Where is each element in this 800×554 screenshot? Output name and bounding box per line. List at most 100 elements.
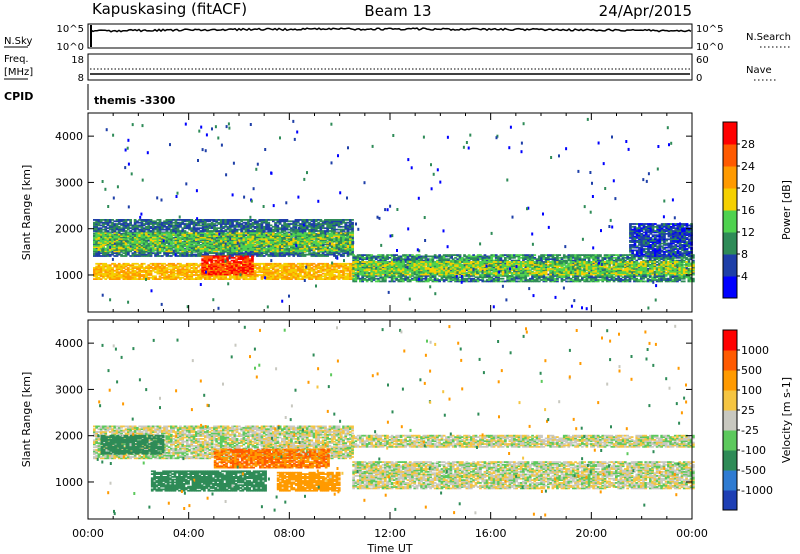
cpid-label: CPID (4, 90, 33, 103)
power-cell (306, 219, 309, 221)
power-cell (333, 244, 336, 246)
power-cell (152, 220, 155, 222)
power-cell (113, 232, 116, 234)
nsearch-label: N.Search (746, 32, 791, 43)
power-cell (211, 242, 214, 244)
power-cell (95, 232, 98, 234)
power-cell (288, 242, 291, 244)
power-cell (313, 266, 316, 268)
power-cell (283, 248, 286, 250)
power-cell (306, 254, 309, 256)
power-cell (236, 275, 239, 277)
power-cell (215, 225, 218, 227)
power-cell (344, 222, 347, 224)
power-cell (100, 238, 103, 240)
power-cell (179, 263, 182, 265)
power-cell (267, 222, 270, 224)
power-cell (197, 242, 200, 244)
power-cell (166, 232, 169, 234)
power-cell (145, 226, 148, 228)
power-cell (197, 264, 200, 266)
power-cell (322, 278, 325, 280)
power-cell (283, 232, 286, 234)
power-cell (277, 263, 280, 265)
power-cell (308, 232, 311, 234)
power-cell (127, 232, 130, 234)
power-cell (186, 232, 189, 234)
power-cell (154, 226, 157, 228)
power-cell (166, 264, 169, 266)
power-cell (274, 219, 277, 221)
power-cell (197, 250, 200, 252)
power-cell (147, 219, 150, 221)
nave-label: Nave (746, 65, 772, 76)
power-cell (231, 219, 234, 221)
power-cell (177, 266, 180, 268)
power-cell (193, 254, 196, 256)
power-cell (218, 230, 221, 232)
power-cell (190, 263, 193, 265)
power-cell (138, 229, 141, 231)
power-cell (134, 232, 137, 234)
power-cell (308, 222, 311, 224)
power-cell (172, 237, 175, 239)
power-cell (186, 223, 189, 225)
power-cell (200, 219, 203, 221)
power-cell (125, 263, 128, 265)
power-cell (145, 232, 148, 234)
power-cell (163, 248, 166, 250)
power-cell (197, 227, 200, 229)
power-cell (351, 222, 354, 224)
power-cell (243, 244, 246, 246)
power-cell (290, 227, 293, 229)
power-cell (295, 219, 298, 221)
power-cell (172, 250, 175, 252)
power-cell (179, 222, 182, 224)
power-cell (215, 227, 218, 229)
freq-panel: Freq. [MHz] 18 8 60 0 Nave (4, 54, 776, 84)
power-cell (263, 219, 266, 221)
power-cell (263, 226, 266, 228)
power-cell (333, 232, 336, 234)
power-cell (277, 225, 280, 227)
power-cell (224, 219, 227, 221)
power-cell (127, 267, 130, 269)
power-cell (243, 222, 246, 224)
power-cell (281, 241, 284, 243)
power-cell (138, 219, 141, 221)
power-cell (179, 230, 182, 232)
power-cell (118, 241, 121, 243)
power-cell (147, 264, 150, 266)
power-cell (306, 225, 309, 227)
power-cell (134, 270, 137, 272)
power-cell (125, 219, 128, 221)
power-cell (154, 252, 157, 254)
power-cell (95, 249, 98, 251)
power-cell (209, 249, 212, 251)
power-cell (179, 237, 182, 239)
power-cell (224, 245, 227, 247)
power-cell (301, 219, 304, 221)
power-cell (120, 245, 123, 247)
power-cell (308, 219, 311, 221)
power-cell (281, 219, 284, 221)
power-cell (218, 222, 221, 224)
power-cell (222, 242, 225, 244)
power-cell (315, 275, 318, 277)
power-cell (270, 232, 273, 234)
power-cell (333, 219, 336, 221)
power-cell (170, 219, 173, 221)
power-cell (154, 220, 157, 222)
power-cell (224, 237, 227, 239)
power-cell (166, 267, 169, 269)
power-cell (113, 270, 116, 272)
power-cell (209, 245, 212, 247)
power-cell (329, 248, 332, 250)
power-cell (190, 219, 193, 221)
power-cell (163, 220, 166, 222)
power-cell (163, 237, 166, 239)
power-cell (172, 245, 175, 247)
power-cell (254, 250, 257, 252)
power-cell (224, 275, 227, 277)
power-cell (277, 244, 280, 246)
